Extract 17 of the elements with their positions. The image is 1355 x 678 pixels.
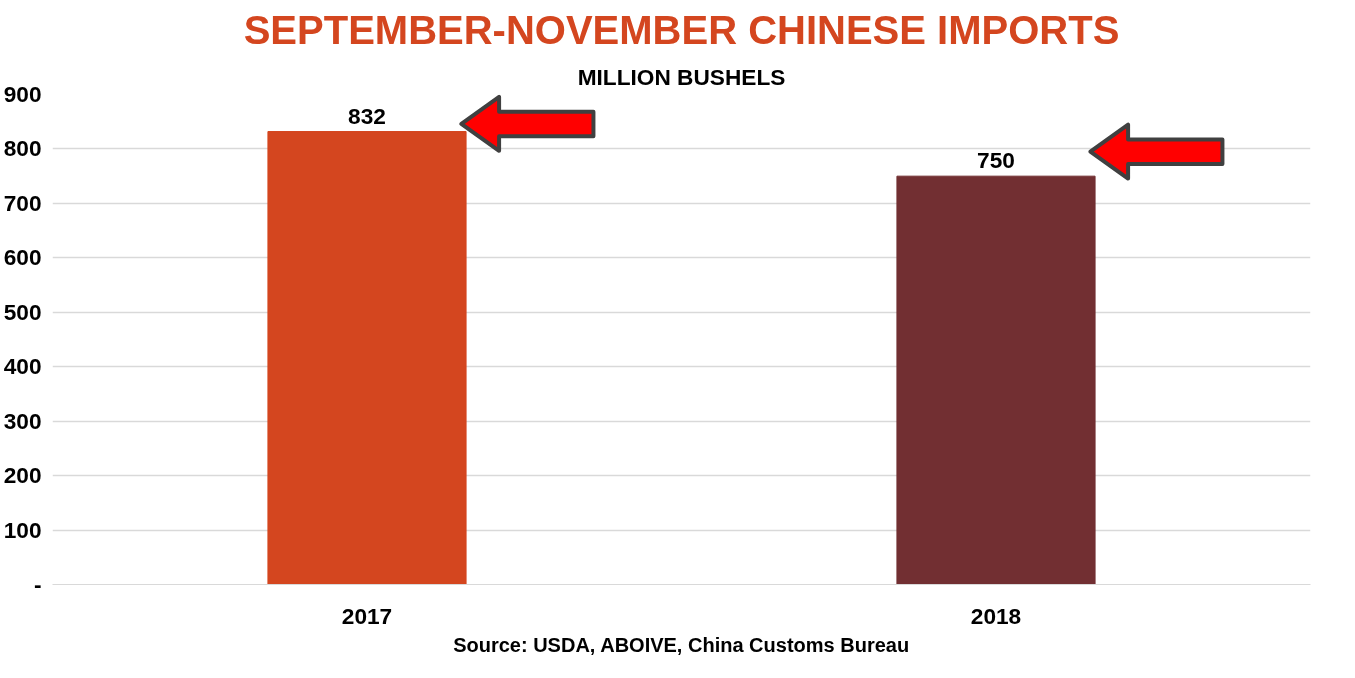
y-tick-label: 600	[3, 244, 42, 271]
y-tick-label: 900	[3, 81, 42, 107]
source-note: Source: USDA, ABOIVE, China Customs Bureau	[453, 633, 910, 656]
chart-title: SEPTEMBER-NOVEMBER CHINESE IMPORTS	[243, 7, 1120, 52]
x-tick-label: 2018	[970, 602, 1022, 629]
y-tick-label: 400	[3, 353, 42, 380]
x-tick-label: 2017	[341, 602, 393, 629]
y-tick-label: 800	[3, 135, 42, 162]
y-tick-label: 500	[3, 298, 42, 325]
y-tick-label: 300	[3, 407, 42, 434]
data-label: 832	[348, 102, 386, 129]
y-tick-label: 100	[3, 516, 42, 543]
data-label: 750	[977, 147, 1015, 174]
y-tick-label: 200	[3, 462, 42, 489]
y-tick-label: 700	[3, 189, 42, 216]
chart-subtitle: MILLION BUSHELS	[577, 63, 786, 90]
y-tick-label: -	[33, 571, 42, 597]
